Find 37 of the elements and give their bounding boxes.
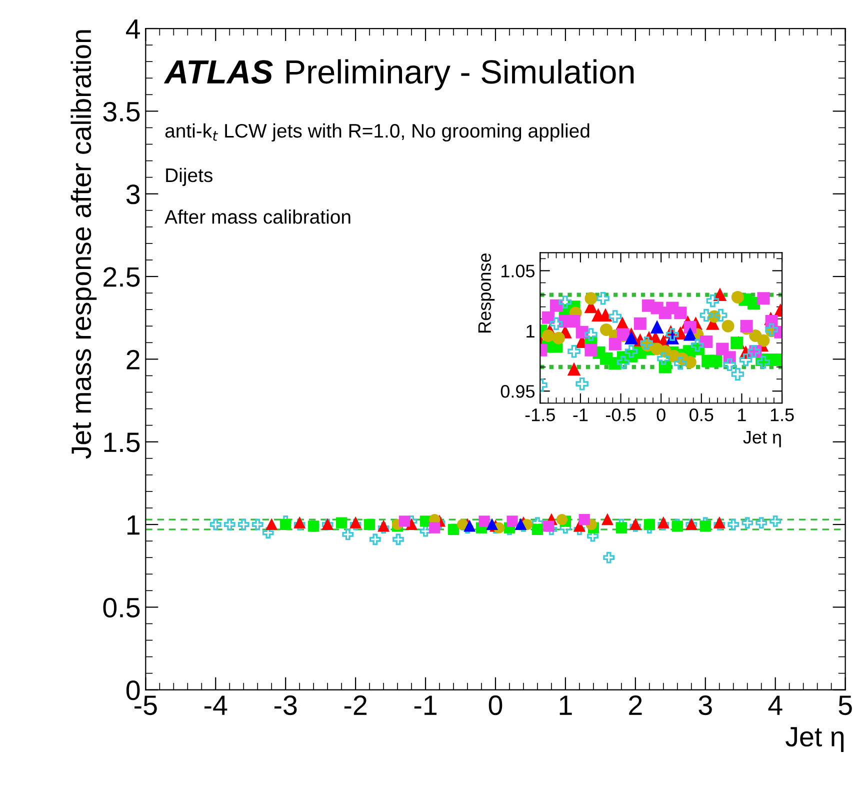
x-tick-label: 1.5 xyxy=(770,408,794,422)
y-tick-label: 1 xyxy=(526,325,534,338)
y-tick-label: 0.5 xyxy=(103,598,140,618)
x-tick-label: 1 xyxy=(560,696,572,715)
x-tick-label: -1 xyxy=(414,696,437,715)
y-tick-label: 0.95 xyxy=(500,385,535,398)
x-tick-label: -1 xyxy=(573,408,588,422)
y-tick-label: 1.5 xyxy=(104,432,140,452)
y-tick-label: 2.5 xyxy=(104,267,140,287)
x-axis-title: Jet η xyxy=(786,727,844,752)
x-axis-title: Jet η xyxy=(743,431,781,448)
y-tick-label: 4 xyxy=(126,19,140,39)
annotation: After mass calibration xyxy=(164,210,350,224)
x-tick-label: 1 xyxy=(738,408,746,422)
x-tick-label: 0 xyxy=(488,695,502,716)
y-tick-label: 3.5 xyxy=(103,102,140,122)
y-axis-title: Jet mass response after calibration xyxy=(70,30,97,459)
annotation: ATLAS xyxy=(164,60,273,84)
x-tick-label: 3 xyxy=(698,695,712,716)
x-tick-label: -1.5 xyxy=(525,408,555,422)
annotation: Preliminary - Simulation xyxy=(286,59,634,90)
x-tick-label: -0.5 xyxy=(606,408,636,422)
x-tick-label: 5 xyxy=(838,696,852,716)
x-tick-label: 0.5 xyxy=(690,408,714,422)
y-tick-label: 2 xyxy=(126,350,140,370)
y-tick-label: 1 xyxy=(127,515,140,535)
x-tick-label: 4 xyxy=(768,696,782,715)
x-tick-label: -2 xyxy=(344,695,367,715)
annotation: Dijets xyxy=(166,168,212,186)
y-tick-label: 1.05 xyxy=(502,264,535,278)
x-tick-label: -4 xyxy=(204,696,228,715)
x-tick-label: -3 xyxy=(274,695,297,716)
x-tick-label: 2 xyxy=(629,695,642,715)
y-axis-title: Response xyxy=(478,253,495,332)
annotation: anti-k$_{t}$ LCW jets with R=1.0, No grooming applied xyxy=(165,123,590,142)
x-tick-label: 0 xyxy=(656,408,666,422)
y-tick-label: 3 xyxy=(126,184,140,204)
